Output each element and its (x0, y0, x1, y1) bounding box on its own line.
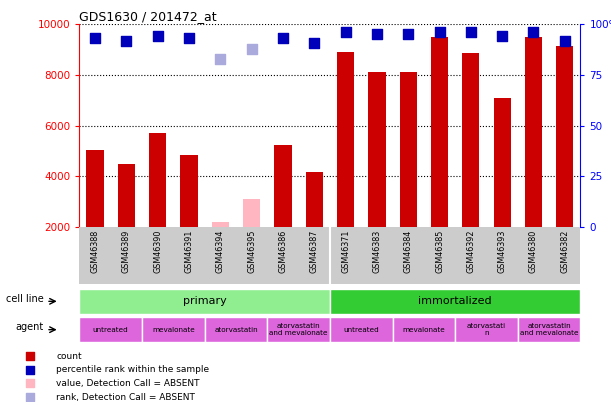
Bar (392, 317, 455, 342)
Text: percentile rank within the sample: percentile rank within the sample (56, 365, 210, 374)
Bar (337, 52, 354, 227)
Bar (118, 164, 135, 227)
Bar (268, 317, 330, 342)
Bar (87, 149, 104, 227)
Bar (149, 133, 166, 227)
Point (25, 394, 35, 401)
Text: GSM46371: GSM46371 (341, 230, 350, 273)
Point (560, 37, 569, 44)
Point (309, 39, 319, 46)
Point (247, 45, 257, 52)
Bar (525, 37, 542, 227)
Bar (400, 72, 417, 227)
Text: atorvastatin
and mevalonate: atorvastatin and mevalonate (520, 323, 579, 336)
Text: cell line: cell line (6, 294, 44, 304)
Bar (306, 173, 323, 227)
Bar (368, 72, 386, 227)
Point (372, 31, 382, 38)
Text: mevalonate: mevalonate (152, 327, 195, 333)
Point (529, 29, 538, 36)
Bar (274, 145, 291, 227)
Text: untreated: untreated (343, 327, 379, 333)
Text: agent: agent (15, 322, 44, 332)
Text: rank, Detection Call = ABSENT: rank, Detection Call = ABSENT (56, 392, 195, 402)
Text: mevalonate: mevalonate (403, 327, 445, 333)
Point (25, 367, 35, 373)
Point (466, 29, 476, 36)
Point (25, 353, 35, 359)
Text: GSM46386: GSM46386 (279, 230, 287, 273)
Text: GSM46395: GSM46395 (247, 230, 256, 273)
Bar (463, 53, 480, 227)
Bar (180, 155, 197, 227)
Bar (330, 317, 392, 342)
Text: value, Detection Call = ABSENT: value, Detection Call = ABSENT (56, 379, 200, 388)
Bar (455, 317, 518, 342)
Point (90, 35, 100, 42)
Text: GSM46387: GSM46387 (310, 230, 319, 273)
Point (403, 31, 413, 38)
Bar (330, 289, 580, 314)
Text: immortalized: immortalized (419, 296, 492, 306)
Text: GSM46393: GSM46393 (498, 230, 507, 273)
Text: GSM46394: GSM46394 (216, 230, 225, 273)
Text: GSM46385: GSM46385 (435, 230, 444, 273)
Point (153, 33, 163, 40)
Text: GSM46389: GSM46389 (122, 230, 131, 273)
Text: GSM46384: GSM46384 (404, 230, 412, 273)
Bar (556, 46, 573, 227)
Bar (518, 317, 580, 342)
Point (184, 35, 194, 42)
Bar (79, 317, 142, 342)
Bar (212, 222, 229, 227)
Point (278, 35, 288, 42)
Bar (79, 289, 330, 314)
Text: GSM46391: GSM46391 (185, 230, 194, 273)
Text: GSM46390: GSM46390 (153, 230, 162, 273)
Bar (431, 37, 448, 227)
Bar (494, 98, 511, 227)
Point (434, 29, 444, 36)
Text: GSM46382: GSM46382 (560, 230, 569, 273)
Text: atorvastati
n: atorvastati n (467, 323, 506, 336)
Text: GSM46388: GSM46388 (90, 230, 100, 273)
Text: GSM46383: GSM46383 (373, 230, 381, 273)
Text: GSM46392: GSM46392 (466, 230, 475, 273)
Point (25, 380, 35, 387)
Bar (243, 199, 260, 227)
Text: GSM46380: GSM46380 (529, 230, 538, 273)
Text: GDS1630 / 201472_at: GDS1630 / 201472_at (79, 10, 217, 23)
Text: atorvastatin: atorvastatin (214, 327, 258, 333)
Bar (205, 317, 268, 342)
Point (341, 29, 351, 36)
Point (122, 37, 131, 44)
Text: untreated: untreated (93, 327, 129, 333)
Text: count: count (56, 352, 82, 360)
Point (497, 33, 507, 40)
Text: atorvastatin
and mevalonate: atorvastatin and mevalonate (269, 323, 328, 336)
Text: primary: primary (183, 296, 227, 306)
Bar (142, 317, 205, 342)
Point (216, 55, 225, 62)
